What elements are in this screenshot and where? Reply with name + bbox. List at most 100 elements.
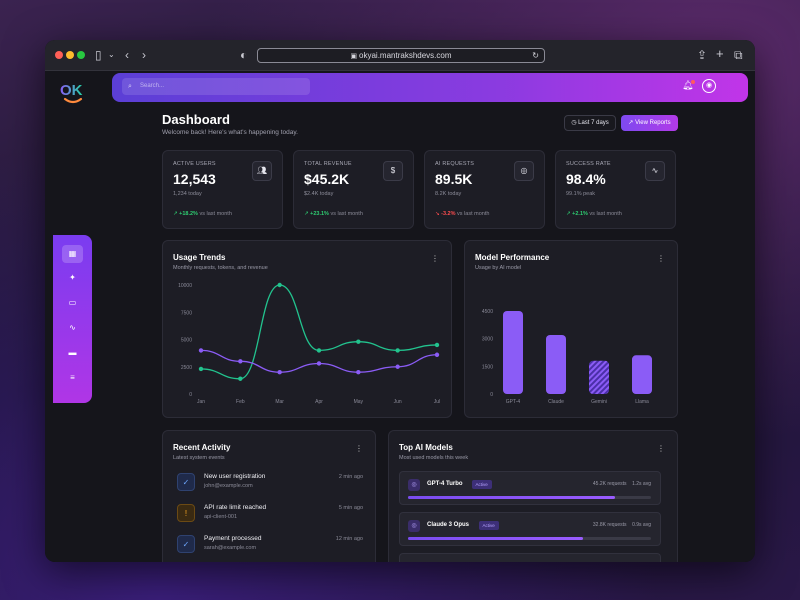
data-point[interactable] bbox=[277, 370, 282, 375]
logo[interactable]: OK bbox=[59, 79, 87, 107]
more-options-icon[interactable]: ⋮ bbox=[657, 254, 665, 263]
model-performance-card: Model Performance Usage by AI model ⋮ 0 1… bbox=[464, 240, 678, 418]
x-tick-label: Jul bbox=[434, 399, 440, 405]
trend-arrow-icon: ↗ bbox=[304, 211, 311, 217]
sidebar-item-billing[interactable]: ▬ bbox=[62, 344, 83, 362]
data-point[interactable] bbox=[238, 359, 243, 364]
model-latency: 0.9s avg bbox=[632, 522, 651, 528]
data-point[interactable] bbox=[316, 361, 322, 366]
top-bar: ⌕ Search... 🔔︎ ◉ bbox=[112, 73, 748, 102]
more-options-icon[interactable]: ⋮ bbox=[431, 254, 439, 263]
url-bar[interactable]: ▣ okyai.mantrakshdevs.com ↻ bbox=[257, 48, 545, 63]
sidebar-item-bots[interactable]: ▭ bbox=[62, 294, 83, 312]
model-item[interactable]: ◎ GPT-4 Turbo Active 45.2K requests 1.2s… bbox=[399, 471, 661, 505]
data-point[interactable] bbox=[356, 370, 361, 375]
view-reports-button[interactable]: ↗ View Reports bbox=[621, 115, 678, 131]
sidebar: ▦ ✦ ▭ ∿ ▬ ≡ bbox=[53, 235, 92, 403]
x-tick-label: Jun bbox=[394, 399, 402, 405]
model-latency: 1.2s avg bbox=[632, 481, 651, 487]
check-circle-icon: ✓ bbox=[177, 535, 195, 553]
more-options-icon[interactable]: ⋮ bbox=[355, 444, 363, 453]
search-input[interactable]: ⌕ Search... bbox=[122, 78, 310, 95]
data-point[interactable] bbox=[198, 348, 204, 353]
data-point[interactable] bbox=[198, 366, 204, 372]
recent-activity-subtitle: Latest system events bbox=[173, 455, 225, 461]
maximize-window-button[interactable] bbox=[77, 51, 85, 59]
y-tick-label: 0 bbox=[490, 392, 493, 398]
stat-label: AI REQUESTS bbox=[435, 161, 475, 167]
shield-icon[interactable]: ◐ bbox=[240, 48, 248, 62]
trend-percent: +18.2% bbox=[179, 211, 198, 217]
sidebar-toggle-icon[interactable]: ▯ bbox=[95, 48, 102, 62]
x-tick-label: GPT-4 bbox=[506, 399, 521, 405]
model-meta: 32.8K requests 0.9s avg bbox=[593, 522, 651, 528]
reload-icon[interactable]: ↻ bbox=[532, 51, 539, 60]
activity-title: API rate limit reached bbox=[204, 504, 267, 511]
activity-item[interactable]: ✓ Payment processed sarah@example.com 12… bbox=[177, 535, 363, 559]
trend-percent: +2.1% bbox=[572, 211, 588, 217]
usage-progress bbox=[408, 537, 651, 540]
bar[interactable] bbox=[589, 360, 609, 394]
activity-sub: sarah@example.com bbox=[204, 545, 257, 551]
bar[interactable] bbox=[546, 334, 566, 394]
status-badge: Active bbox=[478, 521, 499, 530]
sidebar-item-activity[interactable]: ∿ bbox=[62, 319, 83, 337]
minimize-window-button[interactable] bbox=[66, 51, 74, 59]
date-range-button[interactable]: ◷ Last 7 days bbox=[564, 115, 616, 131]
tabs-overview-icon[interactable]: ⧉ bbox=[734, 48, 743, 62]
data-point[interactable] bbox=[434, 352, 440, 357]
stat-card: SUCCESS RATE 98.4% 99.1% peak ↗ +2.1% vs… bbox=[555, 150, 676, 229]
activity-item[interactable]: ! API rate limit reached api-client-001 … bbox=[177, 504, 363, 528]
stat-value: $45.2K bbox=[304, 171, 350, 187]
top-models-card: Top AI Models Most used models this week… bbox=[388, 430, 678, 562]
bell-icon[interactable]: 🔔︎ bbox=[682, 80, 694, 90]
user-circle-icon[interactable]: ◉ bbox=[702, 79, 716, 93]
recent-activity-card: Recent Activity Latest system events ⋮ ✓… bbox=[162, 430, 376, 562]
pulse-icon: ∿ bbox=[645, 161, 665, 181]
usage-progress-fill bbox=[408, 496, 615, 499]
new-tab-icon[interactable]: + bbox=[716, 46, 724, 61]
more-options-icon[interactable]: ⋮ bbox=[657, 444, 665, 453]
model-icon: ◎ bbox=[408, 479, 420, 491]
stat-trend: ↗ +18.2% vs last month bbox=[173, 211, 232, 217]
activity-sub: api-client-001 bbox=[204, 514, 238, 520]
sliders-icon: ≡ bbox=[70, 373, 75, 382]
trending-icon: ↗ bbox=[628, 120, 636, 126]
sidebar-item-ai[interactable]: ✦ bbox=[62, 269, 83, 287]
sidebar-item-settings[interactable]: ≡ bbox=[62, 369, 83, 387]
stat-value: 98.4% bbox=[566, 171, 606, 187]
sidebar-item-dashboard[interactable]: ▦ bbox=[62, 245, 83, 263]
recent-activity-title: Recent Activity bbox=[173, 443, 231, 452]
data-point[interactable] bbox=[395, 348, 400, 353]
bar[interactable] bbox=[503, 311, 523, 394]
activity-time: 2 min ago bbox=[338, 474, 363, 480]
chevron-down-icon[interactable]: ⌄ bbox=[108, 50, 115, 59]
stat-label: TOTAL REVENUE bbox=[304, 161, 352, 167]
data-point[interactable] bbox=[395, 364, 400, 369]
close-window-button[interactable] bbox=[55, 51, 63, 59]
trend-text: vs last month bbox=[457, 211, 490, 217]
data-point[interactable] bbox=[434, 342, 440, 348]
model-meta: 45.2K requests 1.2s avg bbox=[593, 481, 651, 487]
model-item[interactable] bbox=[399, 553, 661, 562]
y-tick-label: 0 bbox=[189, 392, 192, 398]
data-point[interactable] bbox=[356, 339, 361, 344]
y-tick-label: 5000 bbox=[181, 338, 192, 344]
url-text: okyai.mantrakshdevs.com bbox=[359, 51, 452, 60]
data-point[interactable] bbox=[277, 282, 282, 288]
model-name: GPT-4 Turbo bbox=[427, 481, 463, 487]
model-item[interactable]: ◎ Claude 3 Opus Active 32.8K requests 0.… bbox=[399, 512, 661, 546]
activity-item[interactable]: ✓ New user registration john@example.com… bbox=[177, 473, 363, 497]
stat-trend: ↘ -3.2% vs last month bbox=[435, 211, 489, 217]
bar[interactable] bbox=[632, 355, 652, 394]
data-point[interactable] bbox=[238, 376, 243, 381]
back-icon[interactable]: ‹ bbox=[125, 48, 129, 62]
x-tick-label: Mar bbox=[275, 399, 284, 405]
data-point[interactable] bbox=[316, 348, 322, 353]
share-icon[interactable]: ⇪ bbox=[697, 48, 708, 62]
x-tick-label: Claude bbox=[548, 399, 564, 405]
stat-sub: $2.4K today bbox=[304, 191, 334, 197]
model-performance-chart: 0 1500 3000 4500 GPT-4 Claude Gemini Llama bbox=[482, 309, 652, 405]
activity-time: 12 min ago bbox=[335, 536, 363, 542]
forward-icon[interactable]: › bbox=[142, 48, 146, 62]
